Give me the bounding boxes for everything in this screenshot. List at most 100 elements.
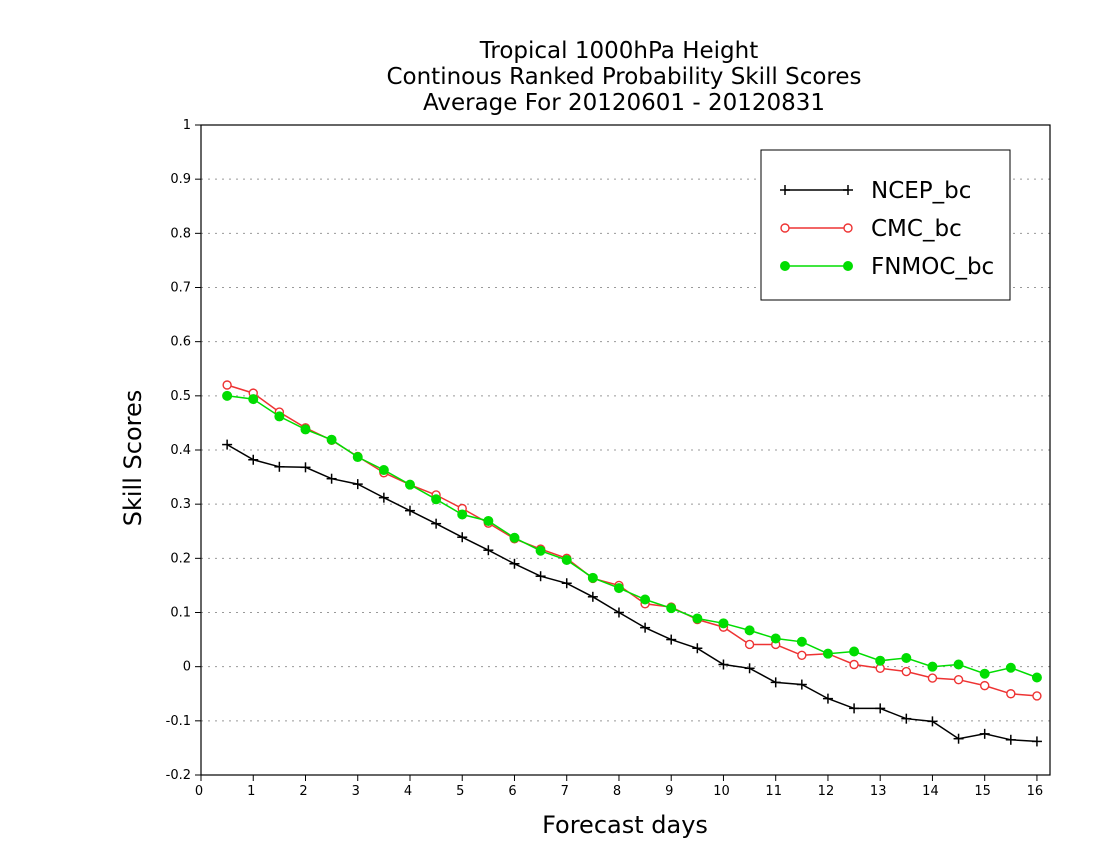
fnmoc-bc-point [509, 532, 520, 543]
fnmoc-bc-point [535, 545, 546, 556]
cmc-bc-point [797, 650, 807, 660]
fnmoc-bc-point [404, 479, 415, 490]
cmc-bc-point [1006, 689, 1016, 699]
x-tick-label: 5 [456, 784, 464, 799]
legend-marker [843, 261, 853, 271]
fnmoc-bc-point [613, 583, 624, 594]
legend-marker [780, 185, 790, 195]
legend: NCEP_bc CMC_bc FNMOC_bc [760, 149, 1011, 301]
legend-item-ncep-bc: NCEP_bc [780, 178, 971, 204]
cmc-bc-point [222, 380, 232, 390]
x-tick-label: 3 [352, 784, 360, 799]
ncep-bc-point [378, 492, 389, 503]
ncep-bc-point [927, 716, 938, 727]
y-tick-label: 0 [183, 660, 191, 675]
fnmoc-bc-point [822, 648, 833, 659]
y-tick-label: 0.7 [170, 281, 191, 296]
axis-ticks: -0.2-0.100.10.20.30.40.50.60.70.80.910 1 2… [166, 118, 1044, 799]
series-lines [222, 380, 1042, 747]
fnmoc-bc-point [979, 668, 990, 679]
legend-item-cmc-bc: CMC_bc [780, 216, 962, 242]
ncep-bc-point [1031, 736, 1042, 747]
ncep-bc-point [849, 703, 860, 714]
x-tick-label: 12 [818, 784, 835, 799]
ncep-bc-point [509, 558, 520, 569]
y-tick-label: 0.3 [170, 497, 191, 512]
ncep-bc-point [561, 578, 572, 589]
ncep-bc-point [248, 454, 259, 465]
ncep-bc-point [535, 571, 546, 582]
fnmoc-bc-point [1031, 672, 1042, 683]
ncep-bc-point [457, 532, 468, 543]
legend-label: FNMOC_bc [871, 254, 994, 280]
ncep-bc-point [822, 693, 833, 704]
cmc-bc-line [226, 384, 1037, 697]
fnmoc-bc-point [300, 424, 311, 435]
legend-marker [843, 223, 853, 233]
x-tick-label: 13 [870, 784, 887, 799]
fnmoc-bc-point [849, 646, 860, 657]
cmc-bc-point [744, 639, 755, 650]
ncep-bc-point [901, 713, 912, 724]
series-fnmoc-bc [222, 390, 1042, 683]
ncep-bc-point [718, 659, 729, 670]
x-tick-label: 7 [561, 784, 569, 799]
chart-title-line-2: Continous Ranked Probability Skill Score… [386, 64, 861, 90]
gridlines [201, 178, 1050, 722]
fnmoc-bc-point [718, 618, 729, 629]
ncep-bc-point [587, 591, 598, 602]
ncep-bc-point [613, 607, 624, 618]
fnmoc-bc-point [744, 625, 755, 636]
y-tick-label: -0.1 [166, 714, 191, 729]
fnmoc-bc-point [274, 411, 285, 422]
ncep-bc-point [352, 479, 363, 490]
ncep-bc-point [404, 505, 415, 516]
series-cmc-bc [222, 380, 1042, 701]
y-tick-label: 1 [183, 118, 191, 133]
y-axis-title: Skill Scores [119, 390, 147, 527]
ncep-bc-point [744, 663, 755, 674]
cmc-bc-point [901, 666, 912, 677]
fnmoc-bc-point [640, 594, 651, 605]
x-axis-title: Forecast days [542, 811, 708, 839]
ncep-bc-point [326, 473, 337, 484]
fnmoc-bc-point [222, 390, 233, 401]
x-tick-label: 15 [974, 784, 991, 799]
x-tick-label: 14 [922, 784, 939, 799]
fnmoc-bc-point [457, 509, 468, 520]
y-tick-label: 0.8 [170, 226, 191, 241]
fnmoc-bc-point [587, 572, 598, 583]
ncep-bc-point [222, 439, 233, 450]
series-ncep-bc [222, 439, 1042, 747]
fnmoc-bc-line [227, 395, 1038, 679]
x-tick-label: 2 [299, 784, 307, 799]
x-tick-label: 0 [195, 784, 203, 799]
fnmoc-bc-point [378, 465, 389, 476]
y-tick-label: 0.2 [170, 551, 191, 566]
chart-title-line-1: Tropical 1000hPa Height [479, 38, 759, 64]
cmc-bc-point [927, 673, 938, 683]
ncep-bc-point [953, 733, 964, 744]
legend-item-fnmoc-bc: FNMOC_bc [780, 254, 994, 280]
fnmoc-bc-point [561, 554, 572, 565]
fnmoc-bc-point [875, 655, 886, 666]
fnmoc-bc-point [901, 653, 912, 663]
ncep-bc-point [875, 703, 886, 714]
ncep-bc-point [431, 518, 442, 529]
fnmoc-bc-point [248, 394, 259, 405]
x-tick-label: 16 [1027, 784, 1044, 799]
y-tick-label: 0.1 [170, 606, 191, 621]
fnmoc-bc-point [352, 452, 363, 463]
cmc-bc-point [953, 674, 964, 685]
fnmoc-bc-point [953, 659, 964, 670]
ncep-bc-point [640, 622, 651, 633]
chart-title-line-3: Average For 20120601 - 20120831 [423, 90, 825, 116]
ncep-bc-point [274, 461, 285, 472]
ncep-bc-point [483, 545, 494, 556]
ncep-bc-line [226, 443, 1037, 743]
ncep-bc-point [300, 462, 311, 473]
x-tick-label: 8 [613, 784, 621, 799]
x-tick-label: 6 [508, 784, 516, 799]
fnmoc-bc-point [770, 633, 781, 644]
